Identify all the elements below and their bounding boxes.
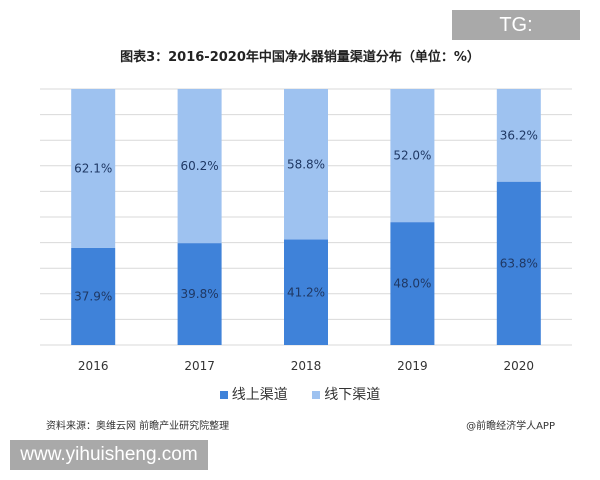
legend-swatch-online	[219, 391, 228, 399]
data-label: 63.8%	[500, 256, 538, 270]
data-label: 62.1%	[74, 161, 112, 175]
data-label: 52.0%	[393, 149, 431, 163]
bar-online-2018	[284, 239, 328, 345]
data-label: 36.2%	[500, 128, 538, 142]
x-tick-label: 2020	[504, 359, 535, 373]
legend: 线上渠道 线下渠道	[0, 384, 600, 404]
watermark-site: www.yihuisheng.com	[10, 440, 208, 470]
x-tick-label: 2018	[291, 359, 322, 373]
x-tick-label: 2019	[397, 359, 428, 373]
data-label: 58.8%	[287, 157, 325, 171]
bar-online-2016	[71, 247, 116, 345]
x-tick-label: 2016	[78, 359, 109, 373]
data-label: 60.2%	[181, 159, 219, 173]
watermark-tg: TG: MYYJJPP	[452, 10, 580, 66]
legend-item-offline: 线下渠道	[312, 387, 380, 403]
bar-offline-2016	[71, 89, 116, 248]
bar-offline-2018	[284, 89, 328, 240]
bar-offline-2017	[177, 89, 222, 244]
credit: @前瞻经济学人APP	[466, 421, 555, 432]
bar-online-2019	[390, 222, 435, 345]
legend-label-online: 线上渠道	[231, 387, 288, 403]
legend-label-offline: 线下渠道	[324, 387, 381, 403]
legend-swatch-offline	[312, 391, 321, 399]
source-note: 资料来源：奥维云网 前瞻产业研究院整理	[46, 421, 230, 432]
bar-offline-2020	[496, 89, 541, 182]
bar-offline-2019	[390, 89, 435, 223]
bar-online-2017	[177, 243, 222, 345]
legend-item-online: 线上渠道	[219, 387, 288, 403]
data-label: 48.0%	[393, 277, 431, 291]
data-label: 39.8%	[181, 287, 219, 301]
chart-title: 图表3：2016-2020年中国净水器销量渠道分布（单位：%）	[120, 50, 480, 65]
data-label: 41.2%	[287, 285, 325, 299]
bar-online-2020	[496, 181, 541, 345]
x-tick-label: 2017	[184, 359, 215, 373]
data-label: 37.9%	[74, 289, 112, 303]
